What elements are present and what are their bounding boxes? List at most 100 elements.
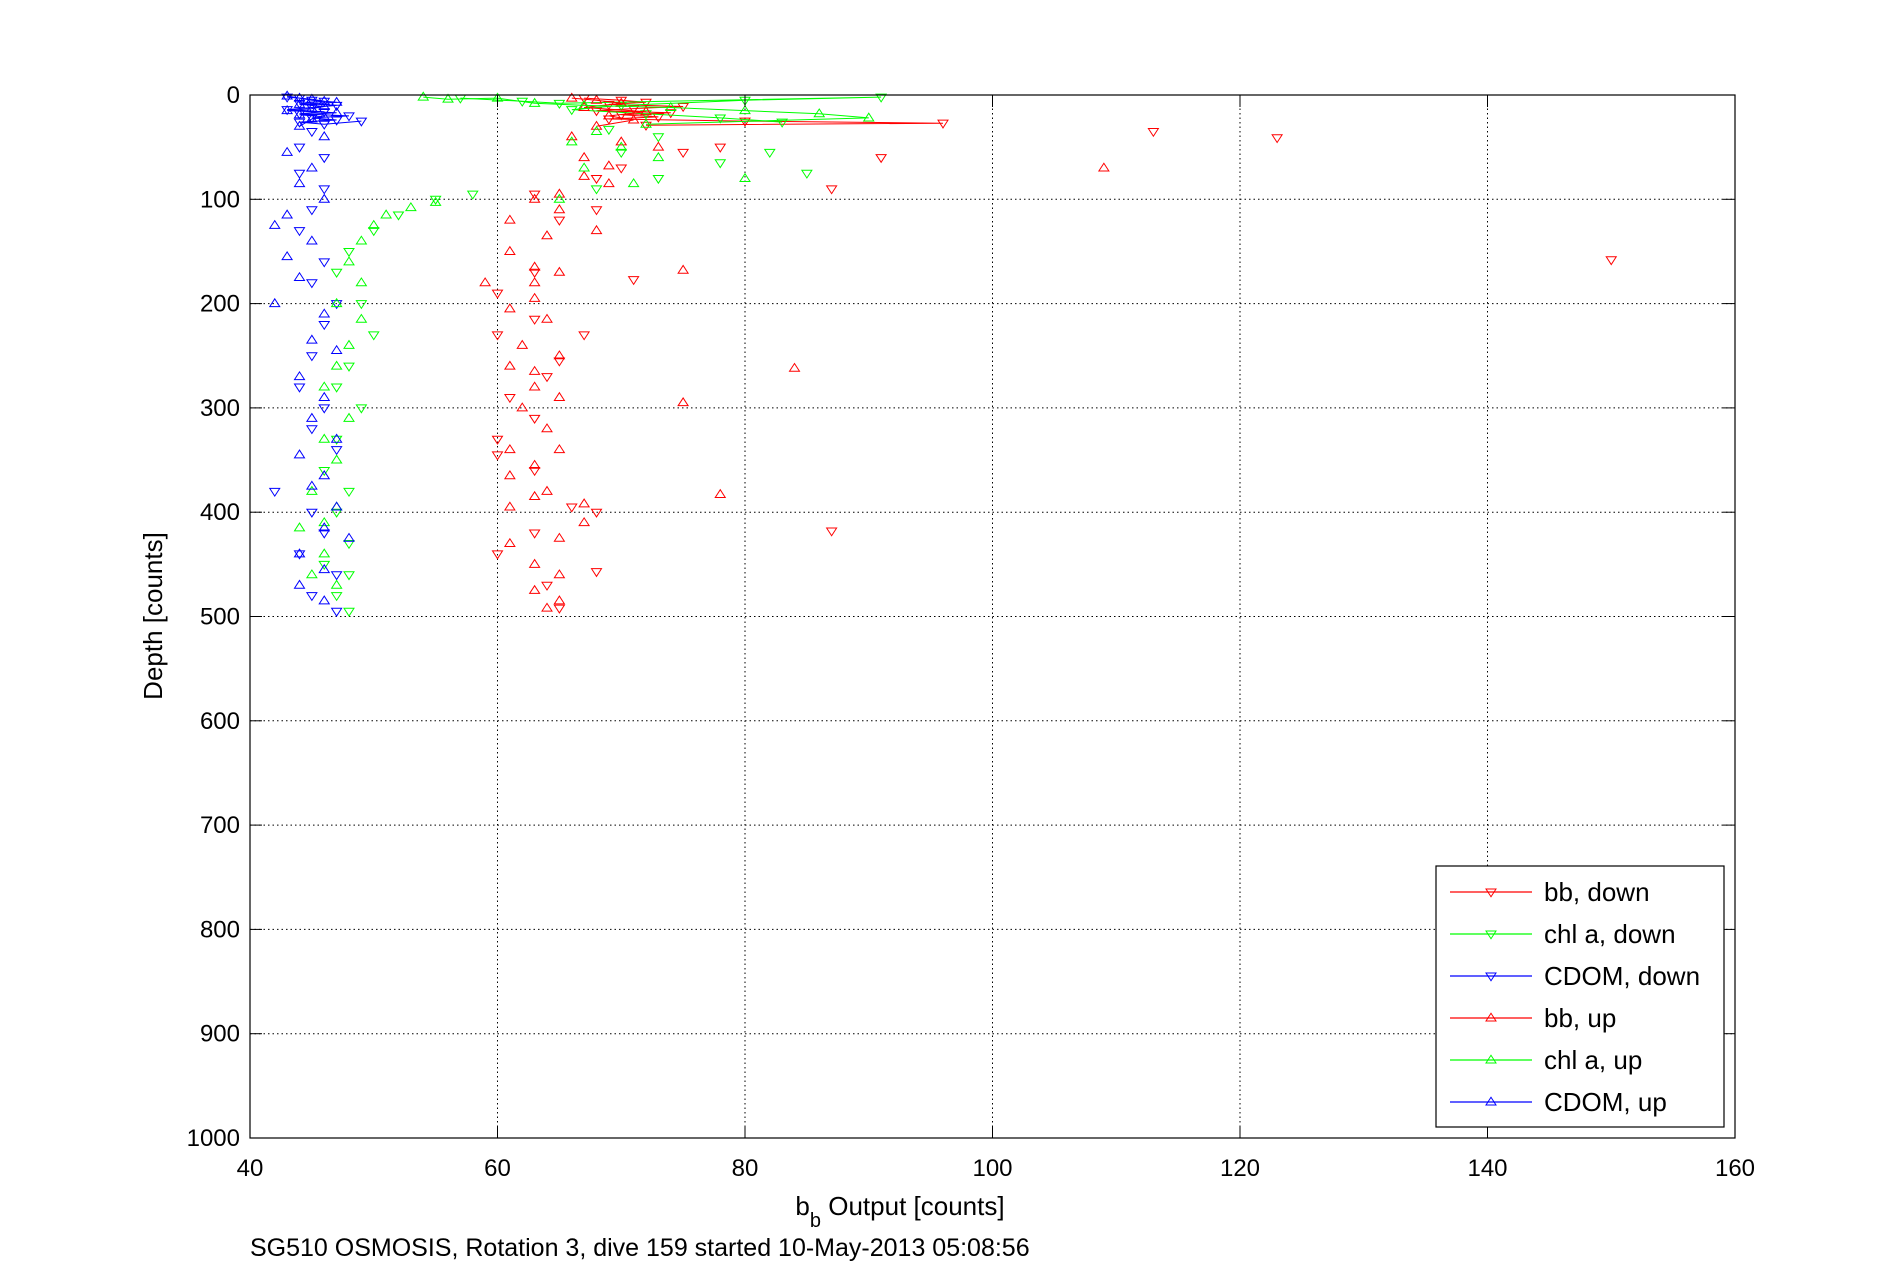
data-point (553, 193, 566, 203)
data-point (293, 449, 306, 459)
data-point (800, 169, 813, 179)
data-point (528, 381, 541, 391)
data-point (305, 113, 318, 123)
data-point (541, 423, 553, 433)
data-point (590, 206, 603, 216)
series-line (460, 96, 882, 123)
data-point (541, 485, 553, 495)
data-point (330, 297, 343, 308)
data-point (293, 98, 306, 108)
data-point (479, 277, 492, 287)
y-tick-label: 700 (200, 812, 240, 839)
data-point (640, 118, 652, 128)
legend-label: CDOM, down (1544, 961, 1700, 991)
data-point (541, 373, 553, 383)
data-point (293, 548, 306, 558)
data-point (553, 204, 566, 214)
data-point (565, 503, 578, 513)
data-point (503, 393, 516, 404)
data-point (528, 558, 541, 568)
data-point (602, 160, 615, 170)
series-1 (318, 93, 888, 617)
data-point (553, 391, 566, 401)
data-point (330, 300, 343, 310)
data-point (590, 120, 603, 130)
x-tick-label: 100 (972, 1155, 1012, 1182)
data-point (343, 247, 355, 258)
data-point (318, 516, 331, 527)
series-0 (491, 94, 1618, 614)
data-point (305, 425, 318, 435)
data-point (318, 404, 331, 414)
legend-label: CDOM, up (1544, 1087, 1667, 1117)
data-point (367, 227, 380, 237)
data-point (1147, 128, 1160, 138)
data-point (330, 454, 343, 464)
data-point (293, 177, 306, 188)
data-point (343, 487, 355, 498)
data-point (268, 219, 281, 229)
y-tick-label: 400 (200, 499, 240, 526)
data-point (528, 459, 541, 469)
data-point (528, 490, 541, 501)
data-point (875, 154, 888, 164)
data-point (714, 143, 727, 153)
data-point (318, 154, 331, 164)
data-point (875, 93, 888, 103)
x-tick-label: 60 (484, 1155, 511, 1182)
data-point (404, 201, 417, 212)
data-point (578, 99, 591, 109)
data-point (392, 211, 405, 221)
data-point (293, 92, 306, 102)
data-point (565, 92, 578, 102)
data-point (330, 607, 343, 617)
legend-marker (1485, 972, 1497, 982)
data-point (355, 277, 368, 287)
data-point (503, 501, 516, 511)
data-point (739, 172, 751, 182)
y-tick-label: 100 (200, 186, 240, 213)
data-point (318, 97, 331, 107)
data-point (677, 148, 690, 159)
data-point (627, 105, 640, 115)
data-point (516, 339, 529, 349)
data-point (578, 151, 591, 162)
data-point (813, 108, 826, 118)
data-point (318, 595, 331, 605)
data-point (305, 352, 318, 362)
data-point (442, 93, 454, 103)
data-point (343, 532, 355, 542)
data-point (343, 362, 355, 372)
data-point (491, 451, 504, 461)
series-3 (479, 92, 1110, 612)
data-point (429, 195, 442, 205)
data-point (367, 219, 380, 229)
data-point (318, 111, 331, 121)
data-point (602, 177, 615, 188)
data-point (652, 133, 665, 143)
data-point (318, 391, 331, 401)
data-point (590, 94, 603, 104)
data-point (318, 522, 331, 532)
legend-marker (1485, 1054, 1497, 1064)
data-point (293, 169, 306, 179)
data-point (268, 297, 281, 308)
data-point (330, 383, 343, 393)
data-point (739, 104, 751, 115)
axis-ticks (249, 94, 1736, 1139)
data-point (664, 101, 677, 112)
series-layer (268, 90, 1618, 617)
data-point (590, 508, 603, 518)
data-point (528, 584, 541, 594)
data-point (281, 146, 294, 156)
data-point (664, 109, 677, 119)
y-tick-labels: 0 100 200 300 400 500 600 700 800 900 1000 (187, 82, 240, 1152)
x-tick-label: 140 (1467, 1155, 1507, 1182)
data-point (640, 121, 652, 131)
data-point (602, 110, 615, 120)
data-point (541, 230, 553, 240)
data-point (590, 174, 603, 185)
data-point (862, 112, 875, 122)
data-point (565, 106, 578, 116)
x-axis-label: bb Output [counts] (795, 1191, 1004, 1232)
